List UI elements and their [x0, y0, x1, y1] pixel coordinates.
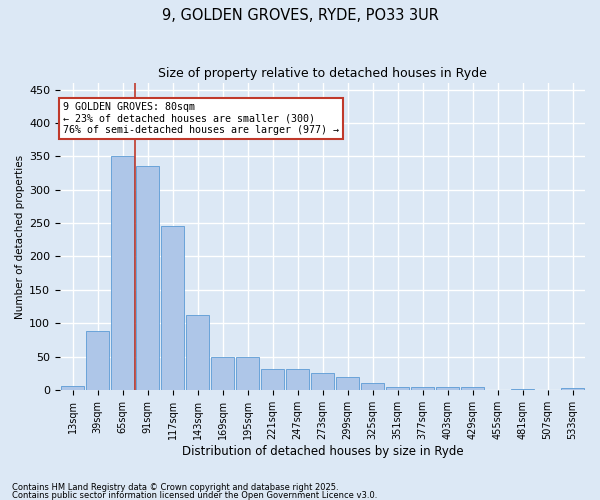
Bar — [461, 387, 484, 390]
Bar — [111, 156, 134, 390]
Text: Contains public sector information licensed under the Open Government Licence v3: Contains public sector information licen… — [12, 491, 377, 500]
Bar — [511, 388, 534, 390]
Bar — [161, 226, 184, 390]
Bar — [211, 356, 234, 390]
Text: Contains HM Land Registry data © Crown copyright and database right 2025.: Contains HM Land Registry data © Crown c… — [12, 484, 338, 492]
Bar — [86, 331, 109, 390]
Bar — [186, 315, 209, 390]
Bar — [261, 368, 284, 390]
Bar — [436, 386, 459, 390]
Bar — [61, 386, 84, 390]
Bar — [561, 388, 584, 390]
Bar — [311, 373, 334, 390]
Bar — [136, 166, 159, 390]
Y-axis label: Number of detached properties: Number of detached properties — [15, 154, 25, 318]
Bar — [286, 368, 309, 390]
Text: 9 GOLDEN GROVES: 80sqm
← 23% of detached houses are smaller (300)
76% of semi-de: 9 GOLDEN GROVES: 80sqm ← 23% of detached… — [63, 102, 339, 135]
X-axis label: Distribution of detached houses by size in Ryde: Distribution of detached houses by size … — [182, 444, 463, 458]
Bar — [361, 383, 384, 390]
Title: Size of property relative to detached houses in Ryde: Size of property relative to detached ho… — [158, 68, 487, 80]
Text: 9, GOLDEN GROVES, RYDE, PO33 3UR: 9, GOLDEN GROVES, RYDE, PO33 3UR — [161, 8, 439, 22]
Bar — [386, 386, 409, 390]
Bar — [411, 386, 434, 390]
Bar — [336, 376, 359, 390]
Bar — [236, 356, 259, 390]
